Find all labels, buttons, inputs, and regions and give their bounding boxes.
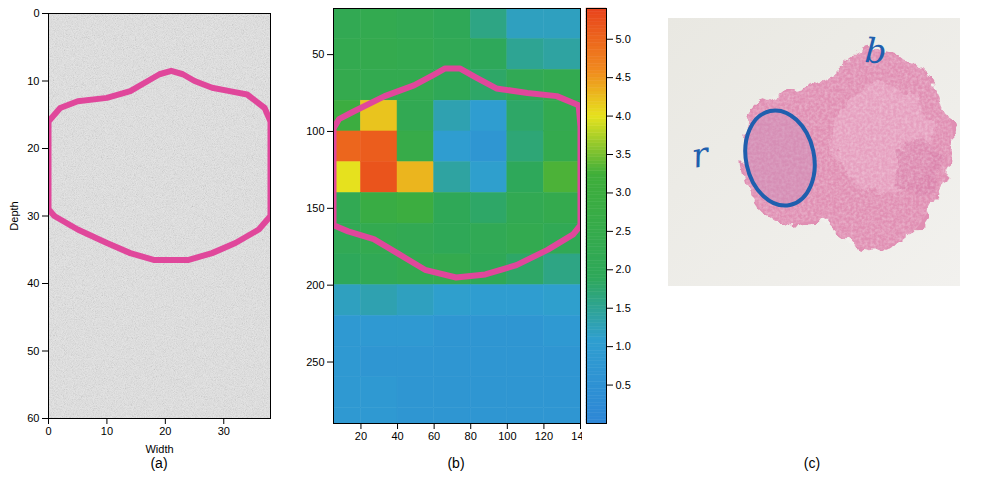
svg-text:50: 50	[312, 48, 324, 60]
svg-text:1.0: 1.0	[616, 340, 631, 352]
svg-text:30: 30	[27, 210, 39, 222]
svg-text:100: 100	[306, 125, 324, 137]
svg-text:b: b	[863, 30, 888, 71]
svg-text:80: 80	[465, 430, 477, 442]
svg-text:50: 50	[27, 345, 39, 357]
svg-text:0: 0	[45, 425, 51, 437]
svg-text:20: 20	[159, 425, 171, 437]
svg-text:2.5: 2.5	[616, 225, 631, 237]
svg-text:Depth: Depth	[8, 201, 20, 230]
svg-text:3.5: 3.5	[616, 148, 631, 160]
svg-text:Width: Width	[145, 443, 173, 455]
svg-text:200: 200	[306, 279, 324, 291]
svg-text:3.0: 3.0	[616, 186, 631, 198]
svg-text:100: 100	[498, 430, 516, 442]
svg-text:40: 40	[27, 277, 39, 289]
svg-text:250: 250	[306, 356, 324, 368]
svg-text:60: 60	[27, 412, 39, 424]
svg-text:4.5: 4.5	[616, 71, 631, 83]
svg-text:5.0: 5.0	[616, 33, 631, 45]
svg-text:40: 40	[391, 430, 403, 442]
svg-text:10: 10	[101, 425, 113, 437]
svg-text:20: 20	[355, 430, 367, 442]
svg-text:r: r	[688, 133, 713, 176]
svg-text:1.5: 1.5	[616, 302, 631, 314]
svg-text:0.5: 0.5	[616, 379, 631, 391]
html-text:(a): (a)	[150, 455, 168, 471]
html-text:(c): (c)	[803, 455, 821, 471]
svg-text:2.0: 2.0	[616, 263, 631, 275]
svg-text:30: 30	[218, 425, 230, 437]
svg-text:150: 150	[306, 202, 324, 214]
svg-text:140: 140	[571, 430, 590, 443]
svg-text:120: 120	[535, 430, 553, 442]
svg-text:4.0: 4.0	[616, 110, 631, 122]
svg-text:0: 0	[33, 7, 39, 19]
svg-text:10: 10	[27, 75, 39, 87]
html-text:(b): (b)	[447, 455, 465, 471]
svg-text:60: 60	[428, 430, 440, 442]
svg-text:20: 20	[27, 142, 39, 154]
